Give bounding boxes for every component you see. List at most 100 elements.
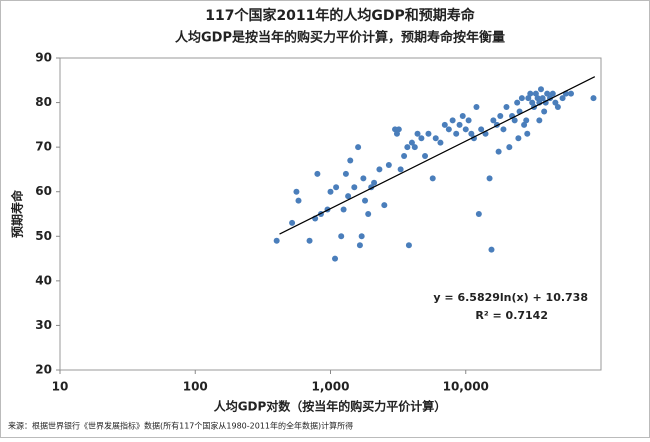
x-tick-label: 100	[183, 380, 208, 394]
data-point	[549, 90, 556, 97]
data-point	[314, 170, 321, 177]
data-point	[465, 117, 472, 124]
data-point	[404, 144, 411, 151]
data-point	[506, 144, 513, 151]
data-point	[539, 95, 546, 102]
data-point	[385, 161, 392, 168]
data-point	[462, 126, 469, 133]
y-tick-label: 30	[35, 318, 52, 332]
data-point	[521, 121, 528, 128]
data-point	[449, 117, 456, 124]
data-point	[511, 117, 518, 124]
data-point	[515, 135, 522, 142]
data-point	[527, 90, 534, 97]
data-point	[537, 86, 544, 93]
data-point	[365, 211, 372, 217]
chart-subtitle: 人均GDP是按当年的购买力平价计算，预期寿命按年衡量	[175, 30, 505, 46]
data-point	[559, 95, 566, 102]
data-point	[371, 179, 378, 186]
data-point	[495, 148, 502, 155]
y-axis-label: 预期寿命	[10, 189, 25, 238]
data-point	[425, 130, 432, 137]
y-tick-label: 80	[35, 95, 52, 109]
data-point	[360, 175, 367, 182]
data-point	[473, 104, 480, 111]
data-point	[356, 242, 363, 249]
data-point	[518, 95, 525, 102]
data-point	[273, 237, 280, 244]
y-tick-label: 50	[35, 229, 52, 243]
data-point	[503, 104, 510, 111]
data-point	[355, 144, 362, 151]
y-tick-label: 60	[35, 184, 52, 198]
x-tick-label: 10	[52, 380, 69, 394]
data-point	[293, 188, 300, 195]
data-point	[422, 153, 429, 160]
r-squared: R² = 0.7142	[475, 309, 548, 322]
data-point	[362, 197, 369, 204]
data-point	[418, 135, 425, 142]
data-point	[500, 126, 507, 133]
y-tick-label: 20	[35, 363, 52, 377]
data-point	[408, 139, 415, 146]
source-note: 来源：根据世界银行《世界发展指标》数据(所有117个国家从1980-2011年的…	[8, 421, 353, 431]
data-point	[333, 184, 340, 191]
x-tick-label: 1,000	[312, 380, 350, 394]
data-point	[567, 90, 574, 97]
data-point	[351, 184, 358, 191]
data-point	[445, 126, 452, 133]
data-point	[358, 233, 365, 240]
data-point	[536, 117, 543, 124]
data-point	[437, 139, 444, 146]
data-point	[414, 130, 421, 137]
data-point	[411, 144, 418, 151]
data-point	[338, 233, 345, 240]
x-tick-label: 10,000	[443, 380, 489, 394]
data-point	[332, 255, 339, 262]
data-point	[475, 211, 482, 217]
data-point	[327, 188, 334, 195]
data-point	[478, 126, 485, 133]
data-point	[523, 117, 530, 124]
data-point	[459, 112, 466, 119]
x-axis-label: 人均GDP对数（按当年的购买力平价计算）	[214, 399, 447, 414]
y-tick-label: 40	[35, 273, 52, 287]
data-point	[441, 121, 448, 128]
data-point	[486, 175, 493, 182]
y-tick-label: 70	[35, 140, 52, 154]
data-point	[590, 95, 597, 102]
data-point	[395, 126, 402, 133]
data-point	[490, 117, 497, 124]
data-point	[306, 237, 313, 244]
data-point	[524, 130, 531, 137]
chart-title: 117个国家2011年的人均GDP和预期寿命	[205, 7, 476, 24]
data-point	[552, 99, 559, 106]
data-point	[381, 202, 388, 209]
data-point	[541, 108, 548, 115]
data-point	[453, 130, 460, 137]
data-point	[347, 157, 354, 164]
data-point	[544, 90, 551, 97]
data-point	[497, 112, 504, 119]
data-point	[429, 175, 436, 182]
trend-equation: y = 6.5829ln(x) + 10.738	[433, 291, 588, 304]
data-point	[342, 170, 349, 177]
data-point	[468, 130, 475, 137]
data-point	[488, 246, 495, 253]
data-point	[432, 135, 439, 142]
data-point	[401, 153, 408, 160]
data-point	[456, 121, 463, 128]
trend-line	[279, 76, 596, 235]
data-point	[405, 242, 412, 249]
data-point	[514, 99, 521, 106]
data-point	[295, 197, 302, 204]
data-point	[397, 166, 404, 173]
data-point	[289, 219, 296, 226]
data-point	[554, 104, 561, 111]
data-point	[340, 206, 347, 213]
y-tick-label: 90	[35, 51, 52, 65]
data-point	[345, 193, 352, 200]
